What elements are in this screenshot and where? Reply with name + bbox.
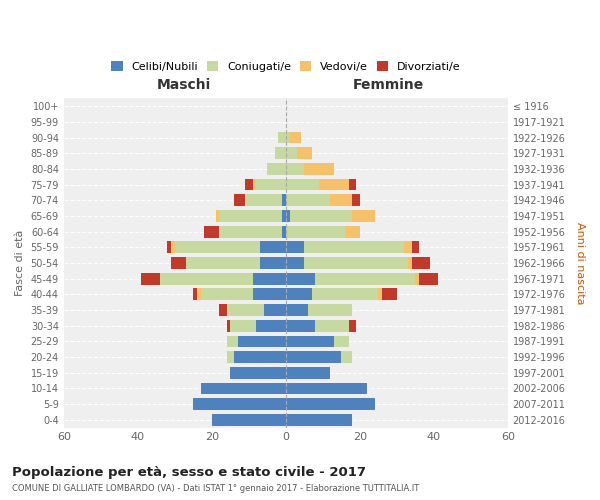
- Bar: [286, 242, 304, 253]
- Bar: [186, 257, 260, 269]
- Bar: [212, 414, 286, 426]
- Bar: [286, 398, 374, 410]
- Text: Femmine: Femmine: [352, 78, 424, 92]
- Bar: [334, 336, 349, 347]
- Bar: [282, 210, 286, 222]
- Bar: [230, 367, 286, 378]
- Bar: [316, 320, 349, 332]
- Bar: [341, 351, 352, 363]
- Bar: [238, 336, 286, 347]
- Bar: [253, 288, 286, 300]
- Bar: [227, 336, 238, 347]
- Bar: [215, 210, 219, 222]
- Bar: [160, 273, 253, 284]
- Bar: [193, 288, 197, 300]
- Bar: [308, 304, 352, 316]
- Bar: [219, 304, 227, 316]
- Bar: [345, 226, 360, 237]
- Bar: [286, 414, 352, 426]
- Bar: [286, 288, 312, 300]
- Bar: [260, 242, 286, 253]
- Bar: [286, 382, 367, 394]
- Bar: [253, 273, 286, 284]
- Legend: Celibi/Nubili, Coniugati/e, Vedovi/e, Divorziati/e: Celibi/Nubili, Coniugati/e, Vedovi/e, Di…: [108, 58, 464, 75]
- Bar: [256, 320, 286, 332]
- Bar: [286, 178, 319, 190]
- Bar: [382, 288, 397, 300]
- Bar: [349, 320, 356, 332]
- Bar: [275, 148, 286, 159]
- Bar: [193, 398, 286, 410]
- Bar: [349, 178, 356, 190]
- Bar: [171, 257, 186, 269]
- Bar: [142, 273, 160, 284]
- Bar: [379, 288, 382, 300]
- Bar: [286, 210, 290, 222]
- Bar: [286, 194, 330, 206]
- Bar: [245, 194, 282, 206]
- Bar: [260, 257, 286, 269]
- Bar: [290, 210, 352, 222]
- Bar: [297, 148, 312, 159]
- Y-axis label: Fasce di età: Fasce di età: [15, 230, 25, 296]
- Bar: [282, 194, 286, 206]
- Bar: [404, 242, 412, 253]
- Bar: [286, 226, 345, 237]
- Bar: [412, 242, 419, 253]
- Bar: [419, 273, 437, 284]
- Bar: [286, 132, 290, 143]
- Bar: [227, 351, 234, 363]
- Bar: [352, 194, 360, 206]
- Bar: [319, 178, 349, 190]
- Bar: [304, 163, 334, 175]
- Bar: [286, 257, 304, 269]
- Bar: [253, 178, 256, 190]
- Bar: [227, 320, 230, 332]
- Bar: [286, 351, 341, 363]
- Bar: [219, 210, 282, 222]
- Bar: [316, 273, 415, 284]
- Bar: [286, 163, 304, 175]
- Bar: [201, 382, 286, 394]
- Bar: [205, 226, 219, 237]
- Bar: [415, 273, 419, 284]
- Bar: [286, 367, 330, 378]
- Bar: [234, 194, 245, 206]
- Bar: [290, 132, 301, 143]
- Bar: [227, 304, 263, 316]
- Bar: [304, 242, 404, 253]
- Bar: [230, 320, 256, 332]
- Bar: [219, 226, 282, 237]
- Text: Maschi: Maschi: [157, 78, 211, 92]
- Bar: [201, 288, 253, 300]
- Bar: [304, 257, 408, 269]
- Bar: [197, 288, 201, 300]
- Bar: [408, 257, 412, 269]
- Bar: [245, 178, 253, 190]
- Bar: [286, 148, 297, 159]
- Bar: [263, 304, 286, 316]
- Text: COMUNE DI GALLIATE LOMBARDO (VA) - Dati ISTAT 1° gennaio 2017 - Elaborazione TUT: COMUNE DI GALLIATE LOMBARDO (VA) - Dati …: [12, 484, 419, 493]
- Bar: [282, 226, 286, 237]
- Bar: [286, 304, 308, 316]
- Bar: [286, 273, 316, 284]
- Bar: [286, 336, 334, 347]
- Bar: [175, 242, 260, 253]
- Text: Popolazione per età, sesso e stato civile - 2017: Popolazione per età, sesso e stato civil…: [12, 466, 366, 479]
- Y-axis label: Anni di nascita: Anni di nascita: [575, 222, 585, 304]
- Bar: [256, 178, 286, 190]
- Bar: [167, 242, 171, 253]
- Bar: [352, 210, 374, 222]
- Bar: [278, 132, 286, 143]
- Bar: [286, 320, 316, 332]
- Bar: [234, 351, 286, 363]
- Bar: [330, 194, 352, 206]
- Bar: [312, 288, 379, 300]
- Bar: [412, 257, 430, 269]
- Bar: [268, 163, 286, 175]
- Bar: [171, 242, 175, 253]
